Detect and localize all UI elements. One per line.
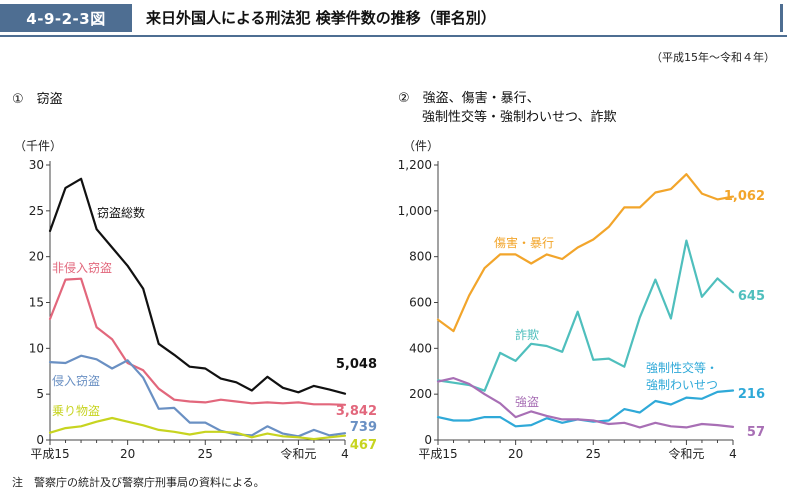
p1-end-value-2: 739 bbox=[350, 420, 377, 435]
p1-y-axis-label: （千件） bbox=[14, 139, 62, 153]
p1-series-name-0: 窃盗総数 bbox=[97, 205, 145, 220]
p1-x-tick-label: 4 bbox=[341, 447, 349, 461]
p2-series-name-1: 詐欺 bbox=[515, 327, 539, 342]
p1-y-tick-label: 5 bbox=[36, 387, 44, 401]
p1-series-name-1: 非侵入窃盗 bbox=[52, 260, 112, 275]
p2-end-value-3: 57 bbox=[747, 425, 765, 440]
p2-x-tick-label: 4 bbox=[729, 447, 737, 461]
p2-y-tick-label: 0 bbox=[424, 433, 432, 447]
figure-header: 4-9-2-3図 来日外国人による刑法犯 検挙件数の推移（罪名別） bbox=[0, 0, 787, 37]
p1-end-value-0: 5,048 bbox=[336, 357, 377, 372]
p2-series-name-3: 強盗 bbox=[515, 394, 539, 409]
p2-series-line-1 bbox=[436, 239, 735, 392]
p2-y-tick-label: 600 bbox=[409, 296, 432, 310]
p1-series-line-2 bbox=[48, 354, 347, 438]
p2-series-name-2-line2: 強制わいせつ bbox=[646, 378, 718, 392]
period-label: （平成15年～令和４年） bbox=[651, 51, 775, 64]
p2-x-tick-label: 平成15 bbox=[418, 447, 457, 461]
p2-y-tick-label: 800 bbox=[409, 250, 432, 264]
p2-y-tick-label: 400 bbox=[409, 341, 432, 355]
p1-series-name-2: 侵入窃盗 bbox=[52, 373, 100, 388]
panel1-title: ① 窃盗 bbox=[12, 92, 63, 107]
p2-y-axis-label: （件） bbox=[403, 139, 439, 153]
p2-x-tick-label: 25 bbox=[586, 447, 601, 461]
p1-series-line-3 bbox=[48, 416, 347, 441]
p2-x-tick-label: 20 bbox=[508, 447, 523, 461]
p2-end-value-0: 1,062 bbox=[724, 189, 765, 204]
panel2-title-line2: 強制性交等・強制わいせつ、詐欺 bbox=[422, 110, 617, 125]
p1-y-tick-label: 10 bbox=[29, 341, 44, 355]
p2-x-tick-label: 令和元 bbox=[668, 446, 704, 461]
p1-y-tick-label: 25 bbox=[29, 204, 44, 218]
p1-end-value-1: 3,842 bbox=[336, 404, 377, 419]
p2-y-tick-label: 200 bbox=[409, 387, 432, 401]
header-rule bbox=[0, 35, 787, 37]
p1-y-tick-label: 20 bbox=[29, 250, 44, 264]
panel2-title: ② 強盗、傷害・暴行、 強制性交等・強制わいせつ、詐欺 bbox=[398, 89, 616, 127]
p1-y-tick-label: 15 bbox=[29, 296, 44, 310]
figure-title: 来日外国人による刑法犯 検挙件数の推移（罪名別） bbox=[146, 9, 496, 27]
p1-x-tick-label: 20 bbox=[120, 447, 135, 461]
p2-series-name-0: 傷害・暴行 bbox=[494, 235, 554, 250]
p1-series-line-1 bbox=[48, 277, 347, 406]
p1-end-value-3: 467 bbox=[350, 438, 377, 453]
p2-end-value-1: 645 bbox=[738, 289, 765, 304]
p2-series-name-2: 強制性交等・ bbox=[646, 360, 718, 375]
p1-y-tick-label: 30 bbox=[29, 158, 44, 172]
figure-id-badge: 4-9-2-3図 bbox=[0, 4, 132, 32]
p1-series-name-3: 乗り物盗 bbox=[52, 403, 100, 418]
p1-x-tick-label: 平成15 bbox=[30, 447, 69, 461]
p2-series-line-3 bbox=[436, 377, 735, 429]
p1-x-tick-label: 25 bbox=[198, 447, 213, 461]
p2-end-value-2: 216 bbox=[738, 387, 765, 402]
p1-x-tick-label: 令和元 bbox=[280, 446, 316, 461]
p2-y-tick-label: 1,200 bbox=[398, 158, 432, 172]
p2-series-line-0 bbox=[436, 173, 735, 333]
p1-y-tick-label: 0 bbox=[36, 433, 44, 447]
panel2-title-line1: ② 強盗、傷害・暴行、 bbox=[398, 91, 540, 106]
p2-y-tick-label: 1,000 bbox=[398, 204, 432, 218]
p1-series-line-0 bbox=[48, 177, 347, 395]
source-note: 注 警察庁の統計及び警察庁刑事局の資料による。 bbox=[12, 476, 265, 489]
header-right-bar bbox=[780, 4, 783, 32]
